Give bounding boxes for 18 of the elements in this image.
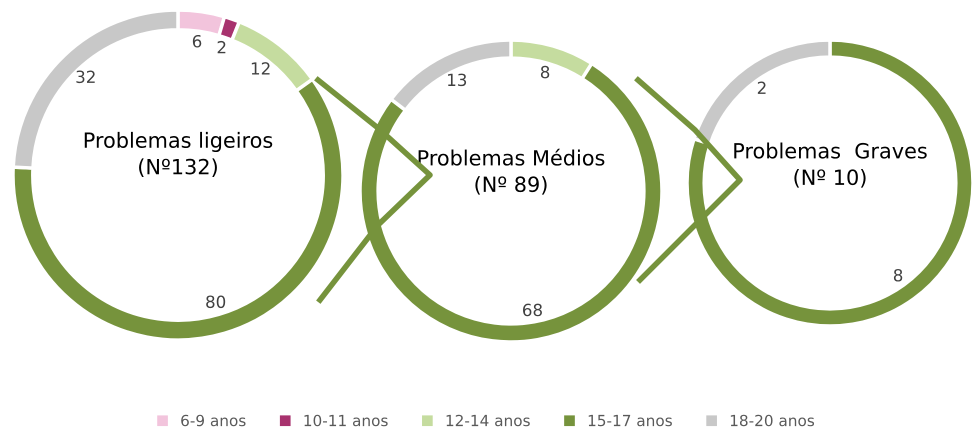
data-label: 68 [523,304,542,316]
data-label: 8 [540,66,550,78]
data-label: 2 [758,82,766,94]
data-label: 12 [252,62,270,75]
data-label: 80 [206,295,226,308]
legend-label: 10-11 anos [304,414,388,426]
data-label: 13 [448,74,466,86]
legend-label: 15-17 anos [588,414,672,426]
text: Problemas ligeiros (Nº132) [84,132,272,177]
data-label: 8 [894,268,902,282]
data-label: 32 [76,70,95,84]
legend-label: 6-9 anos [181,414,246,426]
text: Problemas Graves (Nº 10) [734,142,927,188]
legend-label: 12-14 anos [446,414,530,426]
data-label: 6 [192,34,202,48]
data-label: 2 [218,40,226,54]
legend-label: 18-20 anos [730,414,814,426]
text: Problemas Médios (Nº 89) [418,148,604,195]
